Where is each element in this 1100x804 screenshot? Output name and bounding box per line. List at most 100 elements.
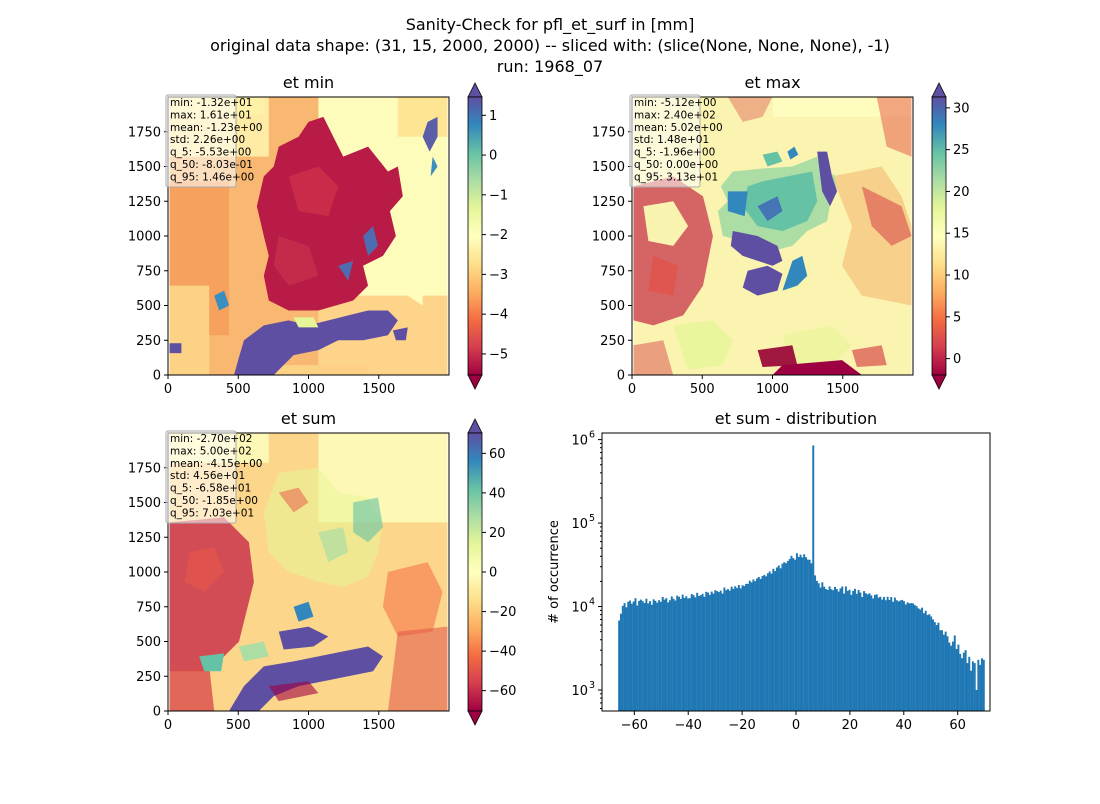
panel-title-et-sum: et sum [281,409,336,428]
histogram-bar [850,594,853,711]
histogram-bar [841,586,844,711]
colorbar-et-max: 30 25 20 15 10 5 0 [931,82,970,390]
histogram-bar [910,603,913,711]
stats-line: min: -5.12e+00 [634,97,716,109]
histogram-bar [912,603,915,711]
histogram-bar [658,600,661,711]
histogram-bar [714,590,717,711]
histogram-bar [808,559,811,711]
histogram-bar [625,607,628,711]
histogram-bar [725,590,728,711]
y-tick-label: 1250 [592,195,625,210]
histogram-bar [839,588,842,711]
histogram-bar [772,568,775,711]
histogram-bar [944,631,947,711]
stats-line: mean: -4.15e+00 [170,458,262,470]
x-tick-label: 1000 [756,382,789,397]
colorbar-gradient [931,96,947,376]
histogram-bar [937,622,940,711]
colorbar-gradient [467,432,483,712]
y-tick-label-exponent: 6 [589,430,595,441]
histogram-bar [801,557,804,711]
histogram-bar [641,601,644,711]
colorbar-tick-label: −2 [489,228,508,243]
histogram-bar [819,587,822,711]
histogram-bar [919,609,922,711]
colorbar-gradient [467,96,483,376]
histogram-bar [872,598,875,711]
histogram-bar [846,590,849,711]
histogram-bar [977,659,980,711]
stats-line: std: 1.48e+01 [634,134,709,146]
colorbar-tick-label: 10 [953,269,970,284]
histogram-bar [926,615,929,711]
histogram-bar [659,601,662,711]
stats-line: q_50: -1.85e+00 [170,495,258,507]
histogram-bar [654,600,657,711]
histogram-bar [667,602,670,711]
histogram-bar [781,563,784,711]
histogram-bar [899,600,902,711]
stats-line: mean: -1.23e+00 [170,122,262,134]
histogram-bar [980,658,983,711]
colorbar-tick-label: 0 [489,149,497,164]
colorbar-extend-bottom [467,710,483,726]
y-tick-label: 1750 [128,461,161,476]
colorbar-tick-label: −1 [489,188,508,203]
panel-et-min: et min 0 500 1000 1500 0 250 500 750 1000 1250 15… [128,73,508,397]
histogram-bar [618,620,621,711]
x-tick-label: 0 [628,382,636,397]
panel-title-et-sum-distribution: et sum - distribution [715,409,877,428]
histogram-bar [932,619,934,711]
histogram-bar [663,599,666,711]
histogram-bar [763,574,766,711]
histogram-bar [957,644,960,711]
histogram-bar [790,555,793,711]
histogram-bar [639,599,642,711]
histogram-bar [621,605,624,711]
panel-title-et-min: et min [283,73,334,92]
histogram-bar [883,597,885,711]
x-tick-label: 0 [164,382,172,397]
histogram-bar [688,598,691,711]
colorbar-tick-label: 30 [953,101,970,116]
stats-line: q_5: -6.58e+01 [170,483,251,495]
histogram-bar [649,601,651,711]
histogram-bar [884,600,887,711]
y-axis-et-min: 0 250 500 750 1000 1250 1500 1750 [128,125,168,384]
histogram-bar [788,559,791,711]
y-tick-label: 750 [136,264,161,279]
histogram-bar [908,603,911,711]
histogram-bar [732,588,735,711]
histogram-bar [946,636,949,711]
x-tick-label: 0 [164,718,172,733]
histogram-bar [712,593,715,711]
histogram-bar [683,597,686,711]
histogram-bar [855,593,858,711]
stats-line: min: -1.32e+01 [170,97,252,109]
y-tick-label: 0 [617,369,625,384]
y-tick-label: 750 [600,264,625,279]
histogram-bar [853,588,856,711]
stats-line: q_95: 1.46e+00 [170,171,254,183]
y-tick-label-exponent: 5 [589,513,595,524]
histogram-bar [812,445,815,711]
histogram-bar [668,600,671,711]
colorbar-et-min: 1 0 −1 −2 −3 −4 −5 [467,82,508,390]
colorbar-tick-label: 0 [489,566,497,581]
histogram-bar [913,605,916,711]
histogram-bar [826,589,829,711]
stats-line: q_5: -5.53e+00 [170,147,251,159]
stats-line: min: -2.70e+02 [170,433,252,445]
histogram-bar [723,587,726,711]
colorbar-tick-label: 0 [953,352,961,367]
histogram-bar [890,597,893,711]
histogram-bar [868,593,871,711]
histogram-bar [743,586,746,711]
x-tick-label: 60 [949,718,966,733]
y-tick-label: 500 [136,299,161,314]
histogram-bar [717,592,720,711]
